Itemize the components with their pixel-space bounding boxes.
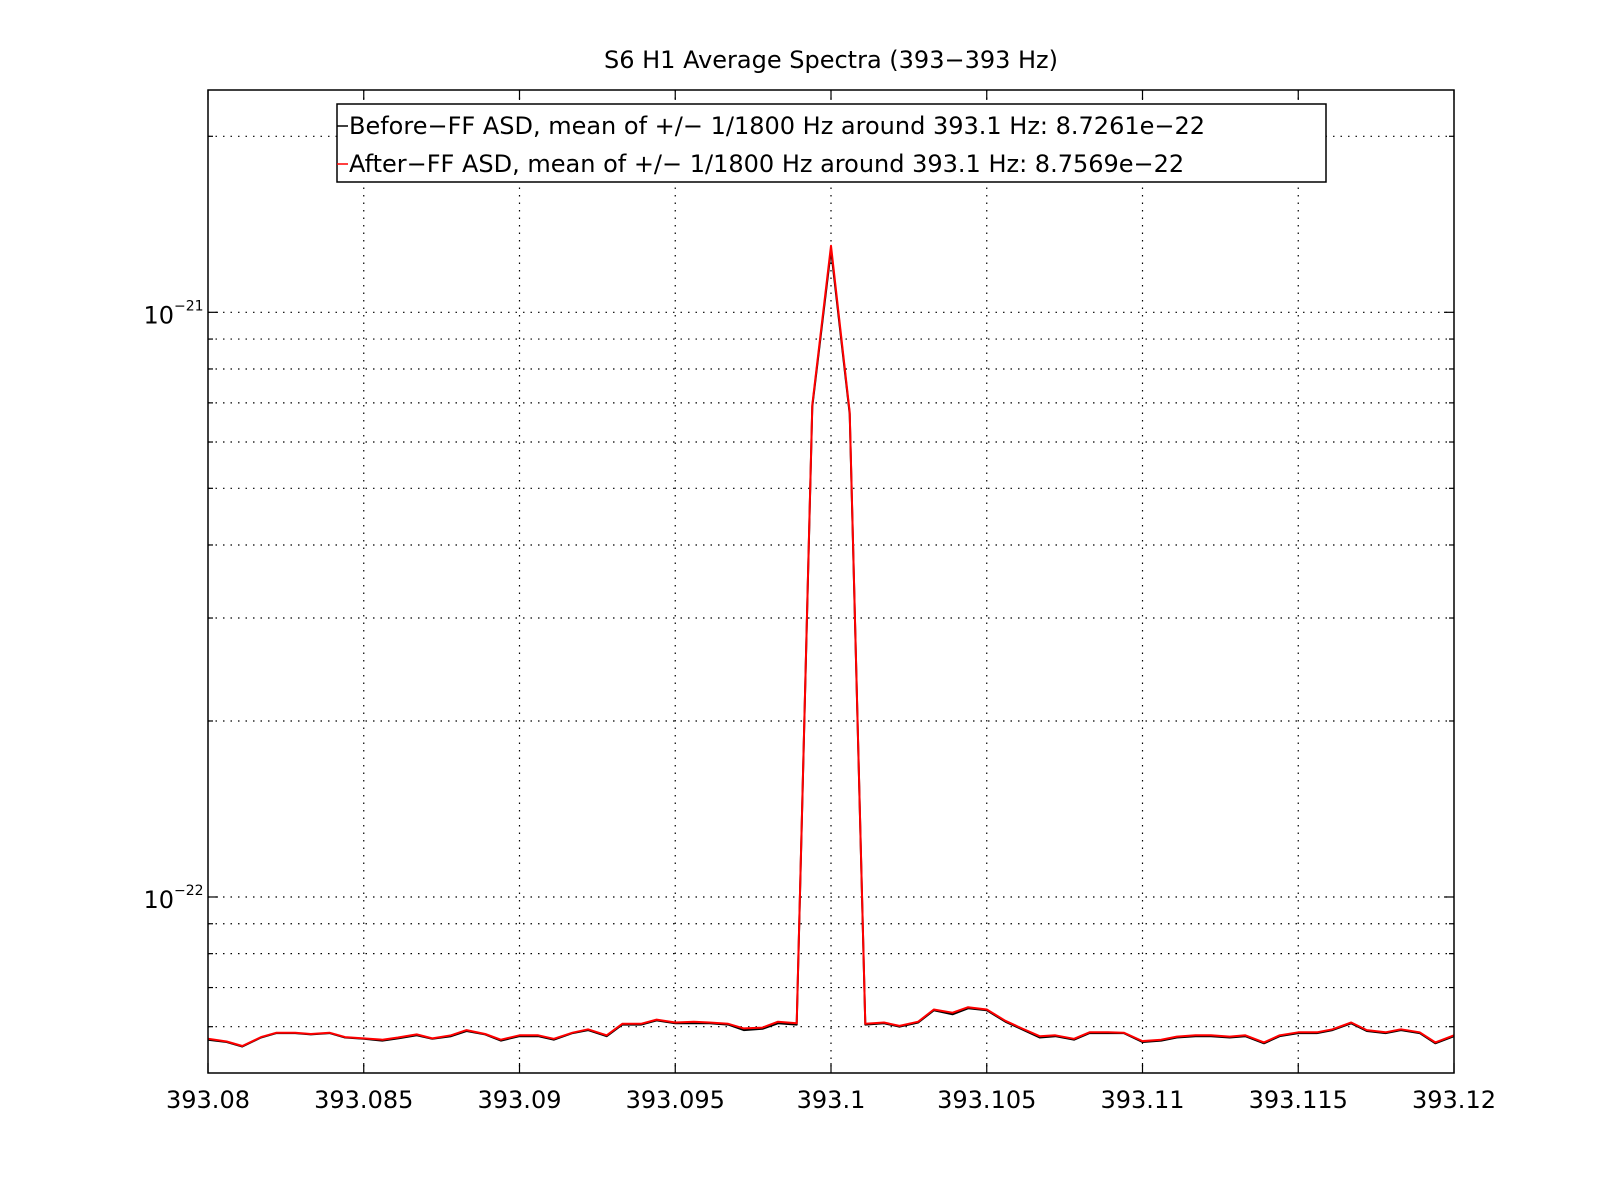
legend-label-after: After−FF ASD, mean of +/− 1/1800 Hz arou…	[349, 150, 1184, 178]
grid	[208, 90, 1454, 1073]
series-line-after-ff	[207, 244, 1455, 1047]
x-tick-label: 393.09	[478, 1086, 562, 1114]
legend-label-before: Before−FF ASD, mean of +/− 1/1800 Hz aro…	[349, 112, 1205, 140]
x-tick-label: 393.105	[937, 1086, 1036, 1114]
x-tick-label: 393.08	[166, 1086, 250, 1114]
x-tick-label: 393.11	[1101, 1086, 1185, 1114]
legend-box	[336, 103, 1327, 183]
y-tick-exponent: −21	[174, 298, 204, 314]
y-tick-label: 10	[143, 886, 174, 914]
x-tick-label: 393.115	[1249, 1086, 1348, 1114]
tick-group: 393.08 393.085 393.09 393.095 393.1 393.105 39…	[143, 90, 1496, 1114]
legend: Before−FF ASD, mean of +/− 1/1800 Hz aro…	[336, 103, 1327, 183]
x-tick-label: 393.085	[314, 1086, 413, 1114]
x-tick-label: 393.1	[797, 1086, 866, 1114]
x-tick-label: 393.095	[626, 1086, 725, 1114]
x-tick-label: 393.12	[1412, 1086, 1496, 1114]
chart-title: S6 H1 Average Spectra (393−393 Hz)	[604, 46, 1058, 74]
y-tick-exponent: −22	[174, 883, 204, 899]
y-tick-label: 10	[143, 301, 174, 329]
series-group	[207, 244, 1455, 1048]
plot-frame	[207, 89, 1455, 1074]
